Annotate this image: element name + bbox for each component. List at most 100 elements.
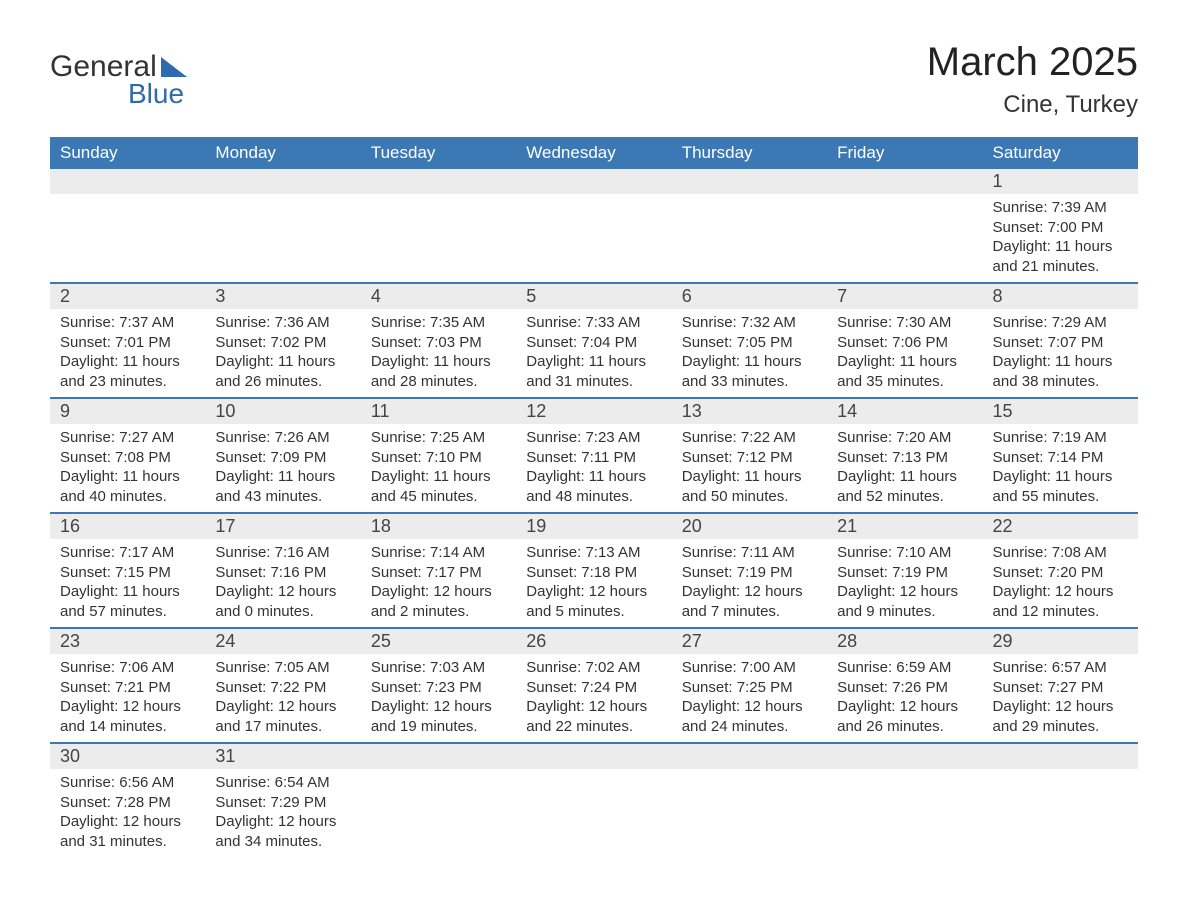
day-cell: 14 [827,398,982,424]
day-number: 25 [361,629,516,654]
sunset-text: Sunset: 7:06 PM [837,333,972,353]
day-cell: 5 [516,283,671,309]
daylight-text: Daylight: 11 hours and 21 minutes. [993,237,1128,276]
day-cell: 7 [827,283,982,309]
day-number: 10 [205,399,360,424]
day-number [361,169,516,173]
sunrise-text: Sunrise: 7:17 AM [60,543,195,563]
sunrise-text: Sunrise: 7:13 AM [526,543,661,563]
day-number: 18 [361,514,516,539]
day-cell: 31 [205,743,360,769]
daylight-text: Daylight: 11 hours and 50 minutes. [682,467,817,506]
day-cell: 18 [361,513,516,539]
col-monday: Monday [205,137,360,169]
day-number: 2 [50,284,205,309]
day-cell [672,743,827,769]
sunrise-text: Sunrise: 7:25 AM [371,428,506,448]
daylight-text: Daylight: 11 hours and 23 minutes. [60,352,195,391]
day-content-cell: Sunrise: 7:13 AMSunset: 7:18 PMDaylight:… [516,539,671,628]
day-details: Sunrise: 7:32 AMSunset: 7:05 PMDaylight:… [672,309,827,397]
sunrise-text: Sunrise: 7:39 AM [993,198,1128,218]
day-cell: 28 [827,628,982,654]
daylight-text: Daylight: 11 hours and 26 minutes. [215,352,350,391]
daynum-row: 3031 [50,743,1138,769]
day-cell: 13 [672,398,827,424]
day-cell: 15 [983,398,1138,424]
day-details [827,769,982,839]
day-number: 7 [827,284,982,309]
day-content-cell: Sunrise: 7:33 AMSunset: 7:04 PMDaylight:… [516,309,671,398]
day-number [50,169,205,173]
sunrise-text: Sunrise: 7:20 AM [837,428,972,448]
day-details [361,194,516,264]
sunset-text: Sunset: 7:28 PM [60,793,195,813]
sunrise-text: Sunrise: 7:37 AM [60,313,195,333]
day-cell: 8 [983,283,1138,309]
day-number: 15 [983,399,1138,424]
day-details: Sunrise: 7:17 AMSunset: 7:15 PMDaylight:… [50,539,205,627]
daynum-row: 23242526272829 [50,628,1138,654]
sunrise-text: Sunrise: 6:57 AM [993,658,1128,678]
day-details: Sunrise: 7:23 AMSunset: 7:11 PMDaylight:… [516,424,671,512]
day-content-cell: Sunrise: 7:11 AMSunset: 7:19 PMDaylight:… [672,539,827,628]
sunrise-text: Sunrise: 7:10 AM [837,543,972,563]
day-content-cell: Sunrise: 7:26 AMSunset: 7:09 PMDaylight:… [205,424,360,513]
sunset-text: Sunset: 7:04 PM [526,333,661,353]
day-details: Sunrise: 7:36 AMSunset: 7:02 PMDaylight:… [205,309,360,397]
day-number: 5 [516,284,671,309]
daylight-text: Daylight: 12 hours and 26 minutes. [837,697,972,736]
day-content-cell [50,194,205,283]
day-number: 29 [983,629,1138,654]
day-content-cell: Sunrise: 7:14 AMSunset: 7:17 PMDaylight:… [361,539,516,628]
day-details [827,194,982,264]
day-cell: 6 [672,283,827,309]
day-cell: 16 [50,513,205,539]
day-content-cell [361,769,516,857]
sunrise-text: Sunrise: 7:29 AM [993,313,1128,333]
day-content-cell [672,769,827,857]
day-details: Sunrise: 7:11 AMSunset: 7:19 PMDaylight:… [672,539,827,627]
sunrise-text: Sunrise: 7:11 AM [682,543,817,563]
day-number: 31 [205,744,360,769]
day-number: 3 [205,284,360,309]
daylight-text: Daylight: 12 hours and 17 minutes. [215,697,350,736]
day-content-cell [516,769,671,857]
day-details: Sunrise: 7:05 AMSunset: 7:22 PMDaylight:… [205,654,360,742]
day-number: 4 [361,284,516,309]
daylight-text: Daylight: 11 hours and 52 minutes. [837,467,972,506]
daylight-text: Daylight: 11 hours and 31 minutes. [526,352,661,391]
daylight-text: Daylight: 12 hours and 31 minutes. [60,812,195,851]
col-tuesday: Tuesday [361,137,516,169]
sunset-text: Sunset: 7:23 PM [371,678,506,698]
day-content-cell: Sunrise: 7:29 AMSunset: 7:07 PMDaylight:… [983,309,1138,398]
sunset-text: Sunset: 7:11 PM [526,448,661,468]
col-wednesday: Wednesday [516,137,671,169]
day-cell [827,743,982,769]
sunrise-text: Sunrise: 7:36 AM [215,313,350,333]
day-details: Sunrise: 7:10 AMSunset: 7:19 PMDaylight:… [827,539,982,627]
daylight-text: Daylight: 12 hours and 5 minutes. [526,582,661,621]
day-number [516,744,671,748]
day-cell [361,743,516,769]
sunrise-text: Sunrise: 6:54 AM [215,773,350,793]
sunset-text: Sunset: 7:27 PM [993,678,1128,698]
daycontent-row: Sunrise: 6:56 AMSunset: 7:28 PMDaylight:… [50,769,1138,857]
day-number [516,169,671,173]
daynum-row: 2345678 [50,283,1138,309]
sunset-text: Sunset: 7:08 PM [60,448,195,468]
sunrise-text: Sunrise: 7:02 AM [526,658,661,678]
day-content-cell [827,194,982,283]
day-details: Sunrise: 7:14 AMSunset: 7:17 PMDaylight:… [361,539,516,627]
daycontent-row: Sunrise: 7:17 AMSunset: 7:15 PMDaylight:… [50,539,1138,628]
day-cell: 19 [516,513,671,539]
day-details: Sunrise: 7:19 AMSunset: 7:14 PMDaylight:… [983,424,1138,512]
day-content-cell: Sunrise: 7:03 AMSunset: 7:23 PMDaylight:… [361,654,516,743]
col-thursday: Thursday [672,137,827,169]
day-content-cell: Sunrise: 7:20 AMSunset: 7:13 PMDaylight:… [827,424,982,513]
day-content-cell: Sunrise: 7:27 AMSunset: 7:08 PMDaylight:… [50,424,205,513]
month-title: March 2025 [927,40,1138,85]
title-block: March 2025 Cine, Turkey [927,40,1138,119]
day-details [50,194,205,264]
day-content-cell: Sunrise: 7:37 AMSunset: 7:01 PMDaylight:… [50,309,205,398]
sunrise-text: Sunrise: 7:33 AM [526,313,661,333]
